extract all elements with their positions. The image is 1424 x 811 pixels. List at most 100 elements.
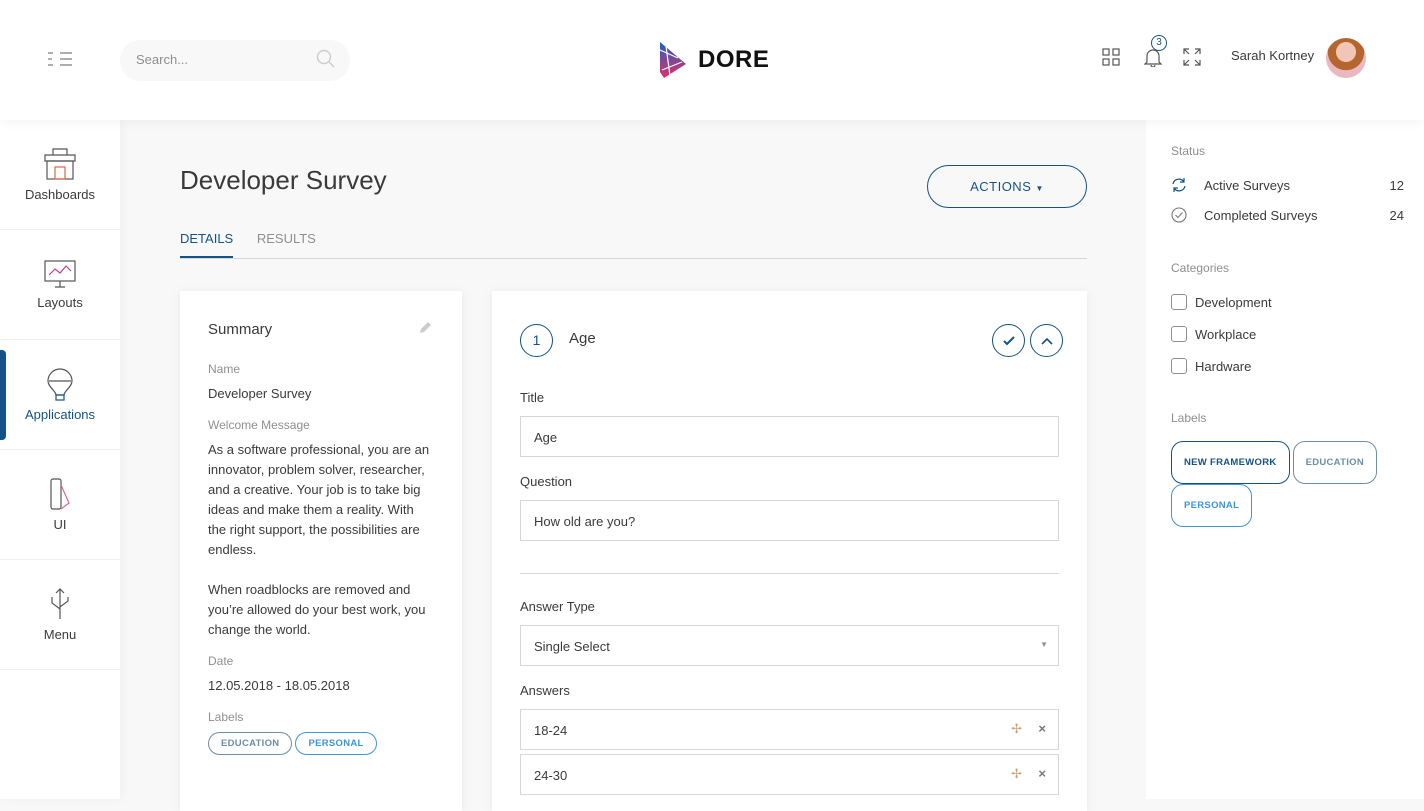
drag-handle-icon[interactable]: ✢ xyxy=(1011,766,1022,781)
date-label: Date xyxy=(208,654,234,668)
remove-icon[interactable]: × xyxy=(1038,766,1046,781)
main-sidebar: Dashboards Layouts Applications UI Menu xyxy=(0,120,120,799)
caret-down-icon: ▼ xyxy=(1040,640,1048,649)
remove-icon[interactable]: × xyxy=(1038,721,1046,736)
caret-down-icon: ▼ xyxy=(1035,184,1044,193)
category-label: Development xyxy=(1195,294,1272,310)
status-label: Active Surveys xyxy=(1204,177,1290,193)
bell-icon[interactable] xyxy=(1144,48,1162,67)
question-number: 1 xyxy=(520,324,553,357)
title-label: Title xyxy=(520,390,545,405)
label-personal[interactable]: PERSONAL xyxy=(1171,484,1253,527)
right-panel: Status Active Surveys 12 Completed Survey… xyxy=(1146,120,1424,799)
edit-pencil-icon[interactable] xyxy=(419,321,432,334)
answer-text: 18-24 xyxy=(534,723,568,738)
category-label: Workplace xyxy=(1195,326,1257,342)
question-card: 1 Age Title Age Question How old are you… xyxy=(492,291,1087,811)
check-circle-icon xyxy=(1171,207,1187,223)
answers-label: Answers xyxy=(520,683,570,698)
sidebar-item-label: Dashboards xyxy=(24,187,96,202)
check-button[interactable] xyxy=(992,324,1025,357)
pantone-icon xyxy=(50,478,70,510)
user-name[interactable]: Sarah Kortney xyxy=(1231,48,1315,63)
category-development[interactable]: Development xyxy=(1171,294,1404,310)
air-balloon-icon xyxy=(47,368,73,401)
sidebar-item-dashboards[interactable]: Dashboards xyxy=(0,120,120,230)
label-education[interactable]: EDUCATION xyxy=(1292,441,1378,484)
notification-badge: 3 xyxy=(1151,35,1167,51)
checkbox[interactable] xyxy=(1171,358,1187,374)
status-heading: Status xyxy=(1171,144,1206,158)
sidebar-item-label: Applications xyxy=(24,407,96,422)
category-label: Hardware xyxy=(1195,358,1252,374)
labels-list: NEW FRAMEWORK EDUCATION PERSONAL xyxy=(1171,441,1411,527)
status-active-surveys[interactable]: Active Surveys 12 xyxy=(1171,177,1404,193)
refresh-icon xyxy=(1172,178,1186,192)
sidebar-item-label: UI xyxy=(53,517,67,532)
welcome-paragraph-2: When roadblocks are removed and you’re a… xyxy=(208,582,426,637)
logo-icon xyxy=(659,42,686,78)
label-new-framework[interactable]: NEW FRAMEWORK xyxy=(1171,441,1290,484)
divider xyxy=(520,573,1059,574)
category-hardware[interactable]: Hardware xyxy=(1171,358,1404,374)
welcome-label: Welcome Message xyxy=(208,418,310,432)
checkbox[interactable] xyxy=(1171,326,1187,342)
status-completed-surveys[interactable]: Completed Surveys 24 xyxy=(1171,207,1404,223)
actions-dropdown-button[interactable]: ACTIONS ▼ xyxy=(927,165,1087,208)
sidebar-item-label: Menu xyxy=(43,627,77,642)
label-personal[interactable]: PERSONAL xyxy=(295,732,377,755)
usb-icon xyxy=(51,588,69,619)
page-title: Developer Survey xyxy=(180,165,387,195)
answer-item[interactable]: 24-30 ✢ × xyxy=(520,754,1059,795)
summary-card: Summary Name Developer Survey Welcome Me… xyxy=(180,291,462,811)
check-icon xyxy=(1002,335,1015,345)
status-count: 24 xyxy=(1389,207,1404,223)
logo-text: DORE xyxy=(698,46,770,73)
tab-results[interactable]: RESULTS xyxy=(256,231,316,246)
sidebar-item-applications[interactable]: Applications xyxy=(0,340,120,450)
sidebar-item-ui[interactable]: UI xyxy=(0,450,120,560)
sidebar-item-layouts[interactable]: Layouts xyxy=(0,230,120,340)
answer-type-value: Single Select xyxy=(534,639,610,654)
chevron-up-icon xyxy=(1040,337,1053,345)
answer-type-select[interactable]: Single Select ▼ xyxy=(520,625,1059,666)
answer-type-label: Answer Type xyxy=(520,599,595,614)
welcome-paragraph-1: As a software professional, you are an i… xyxy=(208,442,430,557)
answer-item[interactable]: 18-24 ✢ × xyxy=(520,709,1059,750)
logo[interactable]: DORE xyxy=(658,42,769,78)
fullscreen-icon[interactable] xyxy=(1183,48,1201,66)
name-label: Name xyxy=(208,362,241,376)
sidebar-item-menu[interactable]: Menu xyxy=(0,560,120,670)
status-label: Completed Surveys xyxy=(1204,207,1318,223)
sidebar-item-label: Layouts xyxy=(37,295,83,310)
question-label: Question xyxy=(520,474,573,489)
name-value: Developer Survey xyxy=(208,386,312,401)
avatar[interactable] xyxy=(1326,38,1366,78)
category-workplace[interactable]: Workplace xyxy=(1171,326,1404,342)
drag-handle-icon[interactable]: ✢ xyxy=(1011,721,1022,736)
tab-bar: DETAILS RESULTS xyxy=(180,231,1087,259)
label-education[interactable]: EDUCATION xyxy=(208,732,293,755)
search-icon[interactable] xyxy=(316,49,336,69)
answer-text: 24-30 xyxy=(534,768,568,783)
date-value: 12.05.2018 - 18.05.2018 xyxy=(208,678,350,693)
labels-heading: Labels xyxy=(1171,411,1207,425)
shop-icon xyxy=(44,148,76,180)
question-input[interactable]: How old are you? xyxy=(520,500,1059,541)
question-name: Age xyxy=(569,330,596,347)
collapse-button[interactable] xyxy=(1030,324,1063,357)
apps-grid-icon[interactable] xyxy=(1102,48,1120,66)
checkbox[interactable] xyxy=(1171,294,1187,310)
categories-heading: Categories xyxy=(1171,261,1230,275)
actions-label: ACTIONS xyxy=(970,179,1032,194)
menu-toggle-icon[interactable] xyxy=(48,52,72,66)
monitor-icon xyxy=(44,260,76,288)
status-count: 12 xyxy=(1389,177,1404,193)
title-input[interactable]: Age xyxy=(520,416,1059,457)
labels-label: Labels xyxy=(208,710,244,724)
tab-details[interactable]: DETAILS xyxy=(180,231,234,258)
summary-heading: Summary xyxy=(208,321,273,338)
top-navbar: Search... DORE 3 Sarah Kortney xyxy=(0,0,1424,120)
search-input[interactable]: Search... xyxy=(120,40,350,81)
search-placeholder: Search... xyxy=(136,52,189,67)
